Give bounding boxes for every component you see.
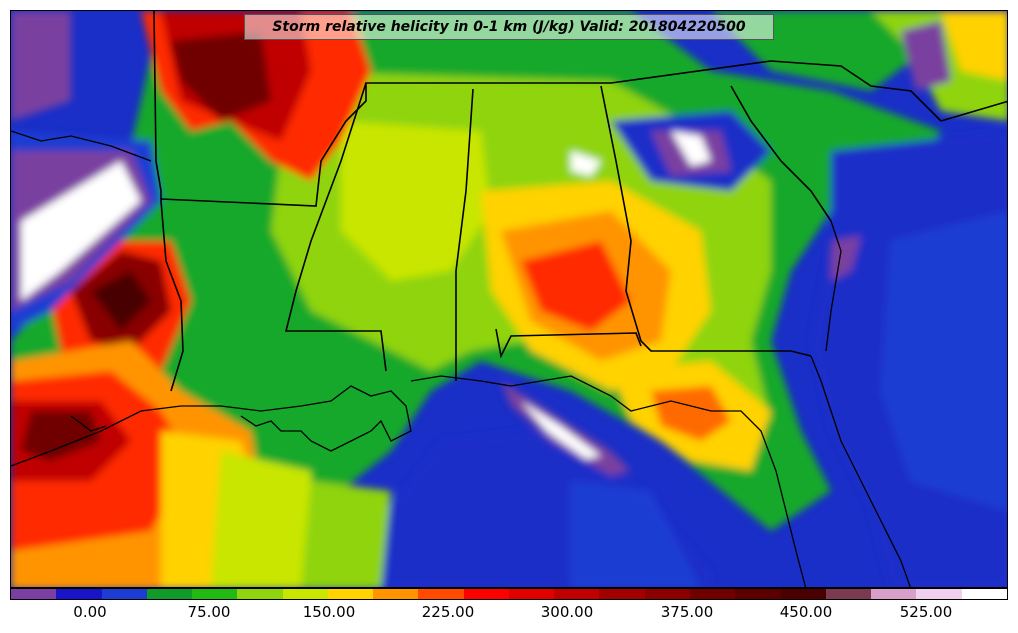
colorbar-segment xyxy=(418,589,464,599)
colorbar-segment xyxy=(237,589,283,599)
colorbar-tick-label: 450.00 xyxy=(779,603,833,621)
map-panel xyxy=(10,10,1008,588)
colorbar-tick-label: 150.00 xyxy=(302,603,356,621)
colorbar-segment xyxy=(508,589,555,599)
colorbar-tick-label: 0.00 xyxy=(73,603,107,621)
colorbar-segment xyxy=(689,589,736,599)
colorbar xyxy=(10,588,1008,600)
colorbar-segment xyxy=(780,589,826,599)
colorbar-segment xyxy=(192,589,238,599)
colorbar-segment xyxy=(871,589,917,599)
colorbar-segment xyxy=(282,589,328,599)
colorbar-segment xyxy=(146,589,193,599)
colorbar-segment xyxy=(554,589,600,599)
colorbar-segment xyxy=(961,589,1007,599)
map-title: Storm relative helicity in 0-1 km (J/kg)… xyxy=(244,14,774,40)
colorbar-segment xyxy=(56,589,102,599)
colorbar-segment xyxy=(463,589,509,599)
colorbar-tick-label: 525.00 xyxy=(899,603,953,621)
colorbar-segment xyxy=(825,589,872,599)
colorbar-segment xyxy=(644,589,690,599)
colorbar-tick-label: 300.00 xyxy=(540,603,594,621)
colorbar-tick-label: 225.00 xyxy=(421,603,475,621)
colorbar-segment xyxy=(916,589,962,599)
helicity-field xyxy=(11,11,1007,587)
colorbar-segment xyxy=(11,589,57,599)
colorbar-tick-label: 375.00 xyxy=(660,603,714,621)
colorbar-segment xyxy=(599,589,645,599)
coastline xyxy=(11,130,911,587)
state-boundaries xyxy=(153,11,1007,392)
colorbar-segment xyxy=(327,589,374,599)
colorbar-segment xyxy=(101,589,147,599)
colorbar-segment xyxy=(373,589,419,599)
colorbar-tick-label: 75.00 xyxy=(187,603,231,621)
colorbar-segment xyxy=(735,589,781,599)
